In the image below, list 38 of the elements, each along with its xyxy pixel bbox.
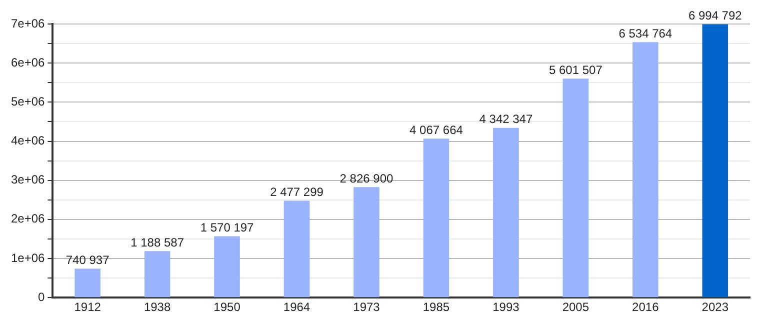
data-label: 1 188 587: [130, 235, 184, 250]
x-tick-label: 1938: [144, 300, 171, 314]
bar: [74, 268, 100, 298]
data-label: 4 067 664: [410, 122, 464, 137]
data-label: 2 477 299: [270, 185, 324, 200]
x-tick-label: 2005: [562, 300, 590, 314]
y-tick-label: 0: [38, 290, 46, 304]
bar: [632, 42, 658, 298]
y-tick-label: 4e+06: [11, 134, 46, 148]
data-label: 1 570 197: [200, 220, 254, 235]
x-tick-label: 1993: [492, 300, 520, 314]
bar: [354, 187, 380, 298]
data-label: 2 826 900: [340, 171, 394, 186]
data-label: 740 937: [66, 252, 110, 267]
data-label: 6 994 792: [688, 8, 742, 23]
y-tick-label: 2e+06: [11, 212, 46, 226]
x-tick-label: 1964: [283, 300, 310, 314]
y-tick-label: 5e+06: [11, 94, 46, 108]
bar: [493, 128, 519, 298]
bar: [702, 24, 728, 298]
y-tick-label: 1e+06: [11, 250, 46, 265]
x-tick-label: 2016: [632, 300, 660, 314]
x-tick-label: 1912: [74, 300, 102, 314]
x-tick-label: 1950: [214, 300, 241, 314]
bar: [423, 138, 450, 298]
data-label: 6 534 764: [618, 26, 672, 40]
data-label: 4 342 347: [479, 112, 533, 126]
bar: [562, 78, 589, 298]
bar: [214, 236, 240, 298]
x-tick-label: 1973: [353, 300, 380, 314]
y-tick-label: 7e+06: [11, 16, 46, 30]
y-tick-label: 3e+06: [11, 172, 46, 187]
x-tick-label: 2023: [702, 300, 729, 314]
data-label: 5 601 507: [548, 62, 603, 77]
bar: [144, 251, 170, 298]
y-tick-label: 6e+06: [11, 55, 46, 70]
bar: [284, 200, 310, 298]
x-tick-label: 1985: [422, 300, 450, 314]
